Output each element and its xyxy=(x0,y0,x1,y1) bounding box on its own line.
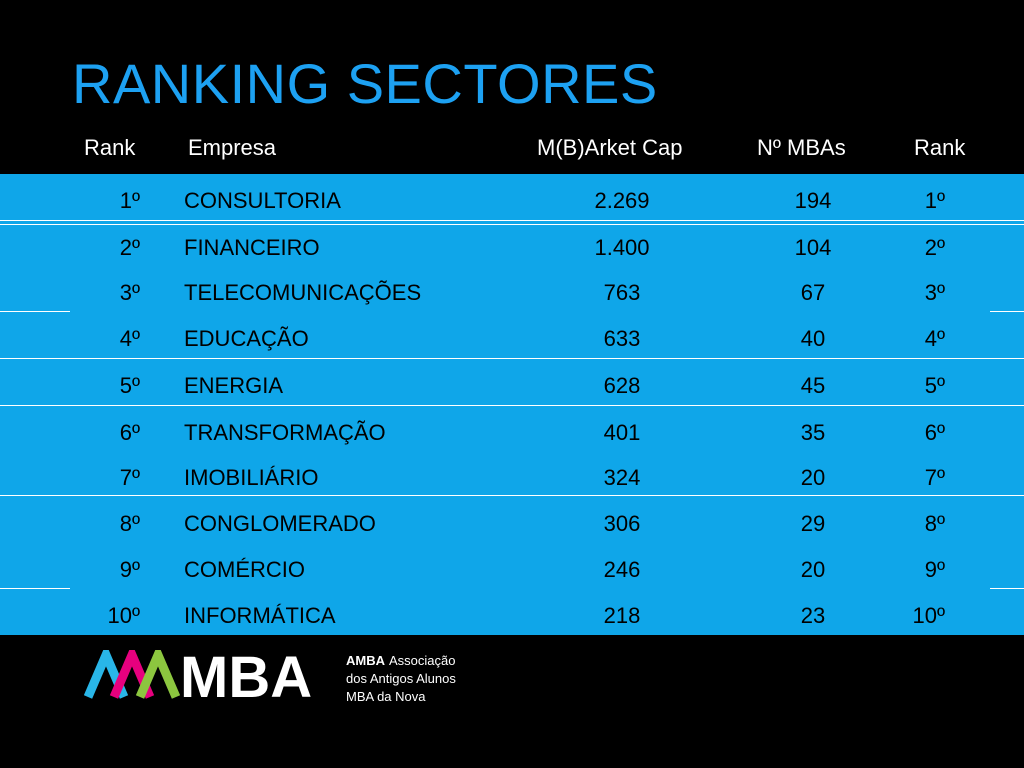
row-separator xyxy=(0,224,1024,225)
cell-rank-mbas: 10º xyxy=(912,603,945,628)
cell-market-cap: 246 xyxy=(603,557,641,582)
cell-market-cap: 401 xyxy=(603,420,641,445)
cell-mbas: 20 xyxy=(800,465,826,490)
cell-rank: 5º xyxy=(119,373,140,398)
logo-line-1: Associação xyxy=(389,653,456,668)
cell-mbas: 23 xyxy=(800,603,826,628)
row-separator xyxy=(0,495,1024,496)
table-row: 8º CONGLOMERADO 306 29 8º xyxy=(0,501,1024,545)
table-row: 4º EDUCAÇÃO 633 40 4º xyxy=(0,316,1024,360)
table-row: 3º TELECOMUNICAÇÕES 763 67 3º xyxy=(0,270,1024,314)
cell-rank-mbas: 3º xyxy=(924,280,945,305)
table-row: 5º ENERGIA 628 45 5º xyxy=(0,363,1024,407)
cell-market-cap: 218 xyxy=(603,603,641,628)
cell-rank: 2º xyxy=(119,235,140,260)
table-row: 1º CONSULTORIA 2.269 194 1º xyxy=(0,178,1024,222)
logo-mark-text: MBA xyxy=(180,650,312,700)
table-row: 9º COMÉRCIO 246 20 9º xyxy=(0,547,1024,591)
logo-line-2: dos Antigos Alunos xyxy=(346,671,456,686)
logo-caption: AMBA Associação dos Antigos Alunos MBA da… xyxy=(346,652,456,706)
cell-mbas: 67 xyxy=(800,280,826,305)
ranking-table: 1º CONSULTORIA 2.269 194 1º 2º FINANCEIR… xyxy=(0,174,1024,635)
cell-mbas: 45 xyxy=(800,373,826,398)
row-separator xyxy=(0,311,70,312)
cell-mbas: 20 xyxy=(800,557,826,582)
cell-mbas: 40 xyxy=(800,326,826,351)
cell-mbas: 29 xyxy=(800,511,826,536)
cell-mbas: 35 xyxy=(800,420,826,445)
cell-rank-mbas: 9º xyxy=(924,557,945,582)
cell-rank-mbas: 2º xyxy=(924,235,945,260)
cell-rank: 4º xyxy=(119,326,140,351)
row-separator xyxy=(0,358,1024,359)
cell-rank-mbas: 7º xyxy=(924,465,945,490)
cell-market-cap: 2.269 xyxy=(594,188,650,213)
cell-market-cap: 306 xyxy=(603,511,641,536)
cell-market-cap: 763 xyxy=(603,280,641,305)
cell-empresa: TRANSFORMAÇÃO xyxy=(184,420,386,445)
cell-mbas: 104 xyxy=(794,235,832,260)
row-separator xyxy=(990,588,1024,589)
cell-empresa: EDUCAÇÃO xyxy=(184,326,309,351)
header-rank-mbas: Rank xyxy=(914,135,966,160)
cell-market-cap: 1.400 xyxy=(594,235,650,260)
cell-rank-mbas: 4º xyxy=(924,326,945,351)
cell-empresa: COMÉRCIO xyxy=(184,557,305,582)
header-rank: Rank xyxy=(84,135,136,160)
cell-market-cap: 628 xyxy=(603,373,641,398)
header-mbas: Nº MBAs xyxy=(757,135,846,160)
row-separator xyxy=(0,405,1024,406)
cell-empresa: TELECOMUNICAÇÕES xyxy=(184,280,422,305)
row-separator xyxy=(0,588,70,589)
cell-rank: 8º xyxy=(119,511,140,536)
cell-empresa: INFORMÁTICA xyxy=(184,603,336,628)
header-empresa: Empresa xyxy=(188,135,277,160)
table-header: Rank Empresa M(B)Arket Cap Nº MBAs Rank xyxy=(0,130,1024,170)
row-separator xyxy=(990,311,1024,312)
logo-chevron-green xyxy=(135,650,181,699)
cell-rank: 1º xyxy=(119,188,140,213)
cell-rank-mbas: 8º xyxy=(924,511,945,536)
table-row: 7º IMOBILIÁRIO 324 20 7º xyxy=(0,455,1024,499)
cell-empresa: CONGLOMERADO xyxy=(184,511,376,536)
table-row: 6º TRANSFORMAÇÃO 401 35 6º xyxy=(0,410,1024,454)
header-market-cap: M(B)Arket Cap xyxy=(537,135,683,160)
cell-empresa: ENERGIA xyxy=(184,373,284,398)
row-separator xyxy=(0,220,1024,221)
cell-rank: 7º xyxy=(119,465,140,490)
cell-market-cap: 633 xyxy=(603,326,641,351)
cell-rank-mbas: 6º xyxy=(924,420,945,445)
cell-mbas: 194 xyxy=(794,188,832,213)
cell-rank-mbas: 5º xyxy=(924,373,945,398)
amba-logo-mark: MBA xyxy=(84,650,312,700)
logo-line-3: MBA da Nova xyxy=(346,689,426,704)
cell-rank: 3º xyxy=(119,280,140,305)
cell-market-cap: 324 xyxy=(603,465,641,490)
cell-empresa: FINANCEIRO xyxy=(184,235,320,260)
cell-empresa: IMOBILIÁRIO xyxy=(184,465,319,490)
cell-rank: 6º xyxy=(119,420,140,445)
amba-logo: MBA AMBA Associação dos Antigos Alunos MB… xyxy=(84,650,484,710)
cell-empresa: CONSULTORIA xyxy=(184,188,341,213)
table-row: 10º INFORMÁTICA 218 23 10º xyxy=(0,593,1024,637)
cell-rank-mbas: 1º xyxy=(924,188,945,213)
logo-name: AMBA xyxy=(346,653,385,668)
table-row: 2º FINANCEIRO 1.400 104 2º xyxy=(0,225,1024,269)
cell-rank: 9º xyxy=(119,557,140,582)
cell-rank: 10º xyxy=(107,603,140,628)
page-title: RANKING SECTORES xyxy=(72,52,658,115)
